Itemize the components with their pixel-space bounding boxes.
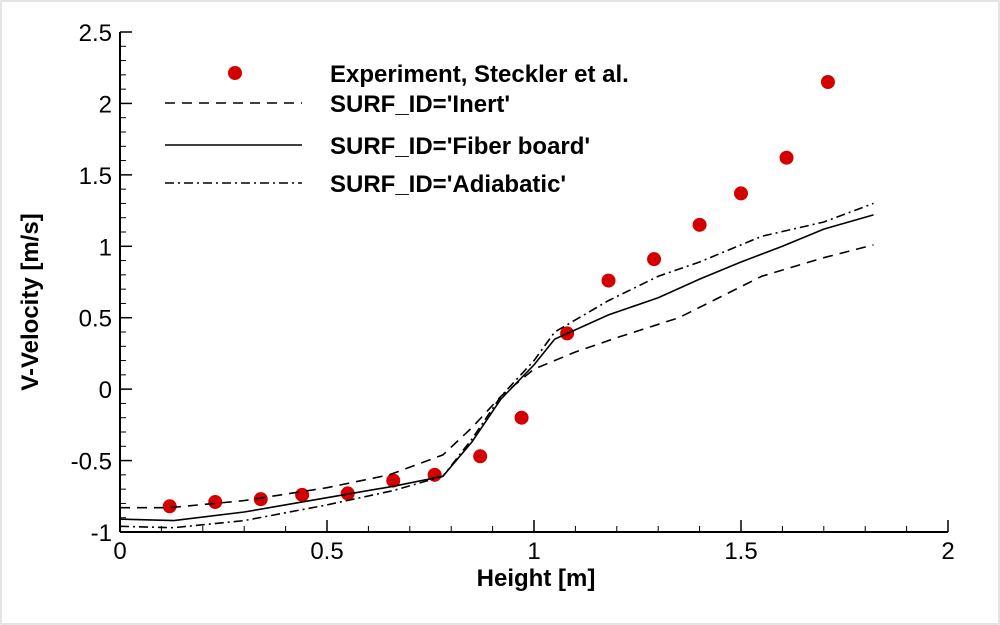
- experiment-point: [734, 186, 748, 201]
- y-tick-label: 0.5: [79, 306, 112, 333]
- y-tick-label: 1.5: [79, 163, 112, 190]
- x-tick-label: 1.5: [724, 538, 757, 565]
- y-tick-label: -0.5: [71, 449, 112, 476]
- legend-label: SURF_ID='Inert': [330, 91, 510, 118]
- x-tick-label: 0.5: [310, 538, 343, 565]
- experiment-point: [514, 410, 529, 425]
- experiment-point: [647, 252, 662, 267]
- legend: Experiment, Steckler et al. SURF_ID='Iner…: [165, 61, 629, 198]
- experiment-point: [601, 273, 616, 288]
- legend-label: SURF_ID='Adiabatic': [330, 171, 566, 198]
- y-tick-label: -1: [91, 520, 112, 547]
- experiment-point: [473, 449, 488, 464]
- experiment-point: [295, 487, 310, 502]
- y-axis-title: V-Velocity [m/s]: [17, 213, 44, 390]
- experiment-point: [253, 492, 268, 507]
- experiment-point: [386, 473, 401, 488]
- x-tick-label: 0: [113, 538, 126, 565]
- plot-area: [119, 75, 874, 529]
- experiment-point: [208, 495, 223, 509]
- experiment-point: [692, 217, 707, 232]
- y-tick-label: 2.5: [79, 20, 112, 47]
- series-line-1: [120, 244, 874, 509]
- x-tick-label: 1: [527, 538, 540, 565]
- x-axis-title: Height [m]: [477, 565, 596, 592]
- legend-label: SURF_ID='Fiber board': [330, 133, 590, 160]
- experiment-point: [162, 499, 177, 514]
- experiment-point: [820, 75, 835, 89]
- legend-label: Experiment, Steckler et al.: [330, 61, 629, 88]
- y-tick-label: 1: [99, 234, 112, 261]
- series-line-2: [119, 214, 874, 522]
- series-line-3: [119, 202, 874, 529]
- y-tick-label: 0: [99, 377, 112, 404]
- axes: 0 0.5 1 1.5 2 -1 -0.5 0 0.5 1 1.5 2 2.5: [71, 20, 955, 565]
- legend-marker-experiment: [228, 66, 242, 80]
- y-tick-label: 2: [99, 91, 112, 118]
- x-tick-label: 2: [941, 538, 954, 565]
- experiment-point: [779, 150, 794, 165]
